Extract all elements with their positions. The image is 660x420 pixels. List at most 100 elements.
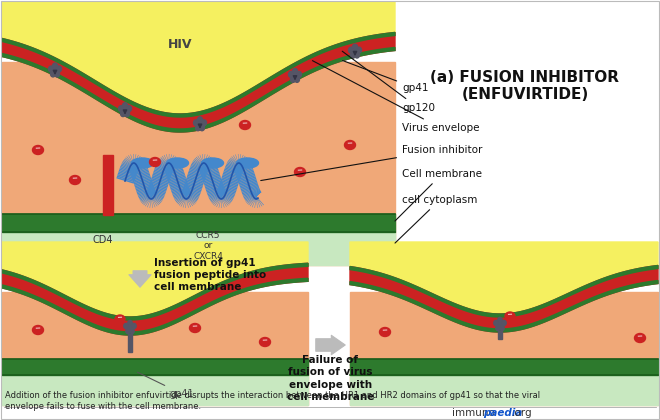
Text: gp41: gp41: [137, 372, 195, 399]
Ellipse shape: [132, 323, 136, 328]
Ellipse shape: [124, 323, 128, 328]
Text: Addition of the fusion inhibitor enfuvirtide disrupts the interaction between th: Addition of the fusion inhibitor enfuvir…: [5, 391, 541, 411]
Ellipse shape: [352, 49, 358, 55]
Text: Virus envelope: Virus envelope: [312, 60, 480, 133]
Text: (ENFUVIRTIDE): (ENFUVIRTIDE): [461, 87, 589, 102]
FancyArrowPatch shape: [315, 335, 345, 355]
Ellipse shape: [348, 47, 354, 53]
Ellipse shape: [350, 52, 356, 58]
Ellipse shape: [505, 312, 515, 320]
Ellipse shape: [125, 111, 129, 117]
Polygon shape: [2, 263, 308, 320]
Ellipse shape: [294, 76, 300, 82]
Ellipse shape: [498, 323, 502, 328]
Ellipse shape: [193, 120, 199, 126]
Ellipse shape: [131, 158, 154, 168]
Ellipse shape: [121, 111, 125, 117]
Ellipse shape: [288, 71, 294, 77]
Ellipse shape: [32, 145, 44, 155]
Ellipse shape: [57, 66, 61, 72]
Polygon shape: [350, 242, 658, 314]
Polygon shape: [2, 2, 395, 114]
Ellipse shape: [201, 120, 207, 126]
Polygon shape: [2, 263, 308, 335]
Text: immuno: immuno: [452, 408, 495, 418]
Ellipse shape: [166, 158, 189, 168]
Ellipse shape: [634, 333, 645, 342]
Ellipse shape: [498, 318, 502, 323]
Text: CD4: CD4: [93, 235, 114, 245]
Polygon shape: [103, 155, 113, 215]
Text: HIV: HIV: [168, 37, 192, 50]
FancyArrowPatch shape: [129, 271, 151, 287]
Text: gp41: gp41: [343, 60, 428, 93]
Text: Cell membrane: Cell membrane: [395, 169, 482, 221]
Ellipse shape: [55, 71, 59, 77]
Polygon shape: [350, 265, 658, 332]
Ellipse shape: [290, 76, 296, 82]
Ellipse shape: [259, 338, 271, 346]
Ellipse shape: [292, 68, 298, 74]
Text: Insertion of gp41
fusion peptide into
cell membrane: Insertion of gp41 fusion peptide into ce…: [154, 258, 266, 291]
Ellipse shape: [51, 71, 55, 77]
Ellipse shape: [197, 122, 203, 128]
Ellipse shape: [32, 326, 44, 334]
Polygon shape: [2, 376, 308, 405]
Ellipse shape: [69, 176, 81, 184]
Ellipse shape: [379, 328, 391, 336]
Polygon shape: [498, 331, 502, 339]
Ellipse shape: [236, 158, 259, 168]
Ellipse shape: [201, 158, 224, 168]
Polygon shape: [2, 292, 308, 405]
Polygon shape: [2, 32, 395, 132]
Ellipse shape: [49, 66, 53, 72]
Ellipse shape: [352, 44, 358, 50]
Ellipse shape: [150, 158, 160, 166]
Ellipse shape: [115, 315, 125, 323]
Text: gp120: gp120: [343, 51, 435, 113]
Polygon shape: [2, 47, 395, 132]
Ellipse shape: [197, 117, 203, 123]
Ellipse shape: [119, 106, 123, 112]
Ellipse shape: [130, 328, 134, 333]
Ellipse shape: [126, 328, 130, 333]
Text: CCR5
or
CXCR4: CCR5 or CXCR4: [193, 231, 223, 261]
Polygon shape: [2, 62, 395, 265]
Polygon shape: [2, 232, 395, 265]
Ellipse shape: [500, 326, 504, 331]
Ellipse shape: [496, 326, 500, 331]
Text: Fusion inhibitor: Fusion inhibitor: [261, 145, 482, 181]
Text: .org: .org: [512, 408, 533, 418]
Ellipse shape: [123, 108, 127, 113]
Polygon shape: [2, 32, 395, 117]
Ellipse shape: [128, 320, 132, 326]
Text: cell cytoplasm: cell cytoplasm: [395, 195, 477, 243]
Ellipse shape: [189, 323, 201, 333]
Text: Failure of
fusion of virus
envelope with
cell membrane: Failure of fusion of virus envelope with…: [287, 355, 374, 402]
Polygon shape: [350, 281, 658, 332]
Polygon shape: [350, 292, 658, 405]
Ellipse shape: [494, 320, 498, 326]
Ellipse shape: [123, 103, 127, 109]
Ellipse shape: [53, 63, 57, 69]
Text: paedia: paedia: [483, 408, 522, 418]
Ellipse shape: [53, 68, 57, 74]
Polygon shape: [350, 376, 658, 405]
Ellipse shape: [345, 141, 356, 150]
Ellipse shape: [296, 71, 302, 77]
Polygon shape: [128, 334, 132, 352]
Text: (a) FUSION INHIBITOR: (a) FUSION INHIBITOR: [430, 70, 620, 85]
Polygon shape: [2, 242, 308, 317]
Polygon shape: [350, 265, 658, 317]
Ellipse shape: [240, 121, 251, 129]
Ellipse shape: [356, 47, 362, 53]
Ellipse shape: [294, 168, 306, 176]
Ellipse shape: [502, 320, 506, 326]
Ellipse shape: [128, 326, 132, 331]
Ellipse shape: [195, 125, 201, 131]
Ellipse shape: [127, 106, 131, 112]
Ellipse shape: [354, 52, 360, 58]
Ellipse shape: [292, 74, 298, 79]
Polygon shape: [2, 278, 308, 335]
Ellipse shape: [199, 125, 205, 131]
